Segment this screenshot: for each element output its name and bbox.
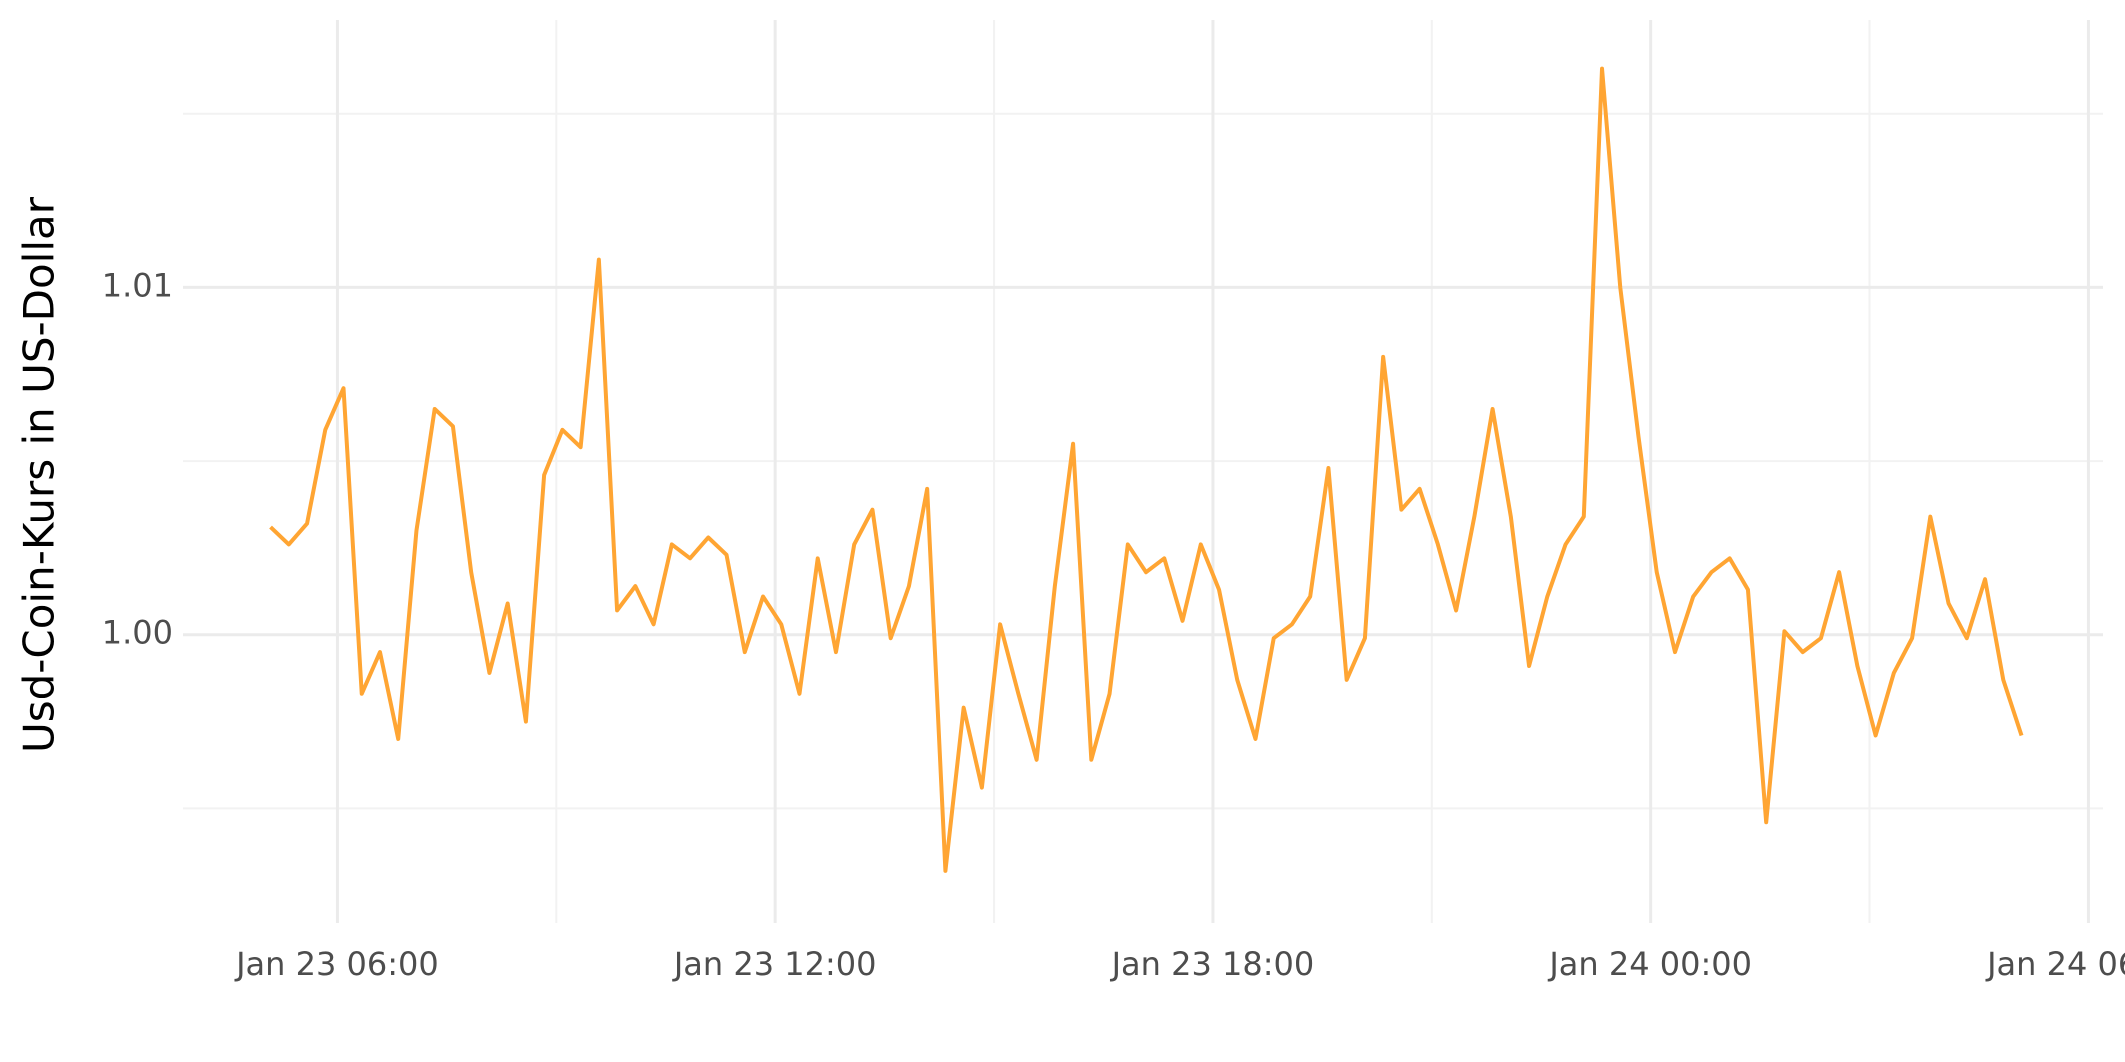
y-tick-label: 1.01 — [102, 266, 173, 304]
y-tick-label: 1.00 — [102, 614, 173, 652]
price-line — [269, 66, 2024, 873]
x-tick-label: Jan 23 18:00 — [1110, 945, 1315, 983]
x-tick-label: Jan 24 00:00 — [1547, 945, 1752, 983]
plot-area — [269, 66, 2024, 873]
axis-labels: Usd-Coin-Kurs in US-Dollar 1.00 1.01 Jan 2… — [15, 196, 2125, 983]
x-tick-label: Jan 23 12:00 — [672, 945, 877, 983]
grid — [183, 20, 2103, 923]
x-tick-label: Jan 23 06:00 — [234, 945, 439, 983]
x-tick-label: Jan 24 06:00 — [1985, 945, 2125, 983]
y-axis-title: Usd-Coin-Kurs in US-Dollar — [15, 196, 64, 753]
